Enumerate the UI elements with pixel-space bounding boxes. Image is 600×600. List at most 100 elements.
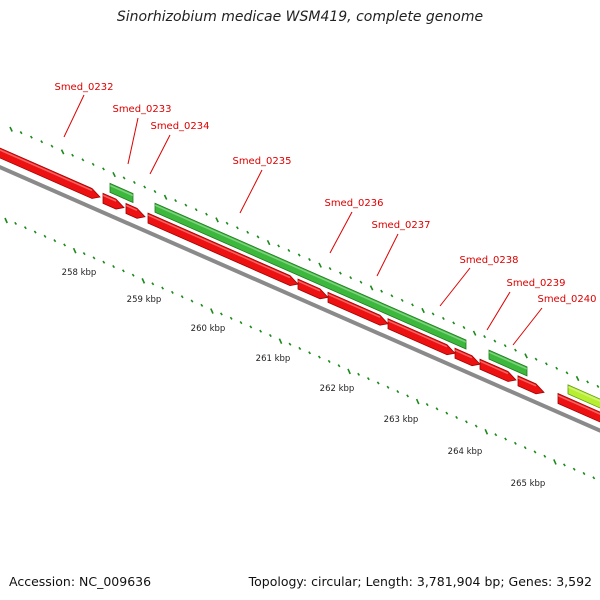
kbp-label: 262 kbp <box>320 384 355 394</box>
scale-tick <box>401 299 403 301</box>
scale-tick <box>348 369 350 374</box>
scale-tick <box>34 231 36 233</box>
scale-tick <box>172 291 174 293</box>
scale-tick <box>165 195 167 200</box>
scale-tick <box>288 249 290 251</box>
scale-tick <box>309 258 311 260</box>
gene-smed_0234[interactable] <box>126 203 145 218</box>
scale-tick <box>597 385 599 387</box>
scale-tick <box>195 209 197 211</box>
kbp-label: 265 kbp <box>511 479 546 489</box>
gene-smed_0234-shape[interactable] <box>126 203 145 218</box>
scale-tick <box>494 340 496 342</box>
genome-backbone <box>0 165 600 435</box>
scale-tick <box>103 261 105 263</box>
gene-label-text: Smed_0232 <box>54 82 113 93</box>
scale-tick <box>338 365 340 367</box>
scale-tick <box>515 442 517 444</box>
leader-line <box>440 268 470 306</box>
gene-label-smed_0235[interactable]: Smed_0235 <box>232 156 291 213</box>
gene-smed_0238b[interactable] <box>455 348 480 365</box>
scale-tick <box>504 345 506 347</box>
scale-tick <box>524 447 526 449</box>
gene-label-smed_0240[interactable]: Smed_0240 <box>513 294 597 345</box>
scale-tick <box>226 222 228 224</box>
gene-smed_0240-shape[interactable] <box>518 376 544 394</box>
scale-tick <box>142 278 144 283</box>
scale-tick <box>268 240 270 245</box>
gene-label-text: Smed_0234 <box>150 121 209 132</box>
gene-smed_0240[interactable] <box>518 376 544 394</box>
scale-tick <box>132 274 134 276</box>
scale-tick <box>25 227 27 229</box>
gene-label-text: Smed_0238 <box>459 255 518 266</box>
kbp-label: 260 kbp <box>191 324 226 334</box>
scale-tick <box>474 331 476 336</box>
scale-tick <box>237 227 239 229</box>
accession-label: Accession: NC_009636 <box>9 574 151 589</box>
scale-tick <box>463 326 465 328</box>
scale-tick <box>495 434 497 436</box>
scale-tick <box>62 150 64 155</box>
gene-smed_0234-body[interactable] <box>148 213 298 285</box>
scale-tick <box>44 235 46 237</box>
scale-tick <box>64 244 66 246</box>
scale-tick <box>446 412 448 414</box>
scale-tick <box>181 296 183 298</box>
scale-tick <box>15 222 17 224</box>
scale-tick <box>123 270 125 272</box>
scale-tick <box>72 154 74 156</box>
scale-tick <box>587 381 589 383</box>
scale-tick <box>515 349 517 351</box>
scale-tick <box>250 326 252 328</box>
scale-tick <box>564 464 566 466</box>
scale-tick <box>175 200 177 202</box>
gene-label-smed_0234[interactable]: Smed_0234 <box>150 121 210 174</box>
scale-tick <box>426 403 428 405</box>
gene-label-smed_0233[interactable]: Smed_0233 <box>112 104 171 164</box>
scale-tick <box>279 339 281 344</box>
scale-tick <box>466 421 468 423</box>
backbone-line <box>0 165 600 435</box>
gene-label-text: Smed_0237 <box>371 220 430 231</box>
scale-tick <box>5 218 7 223</box>
scale-tick <box>329 267 331 269</box>
gene-label-text: Smed_0233 <box>112 104 171 115</box>
scale-tick <box>298 254 300 256</box>
scale-tick <box>350 277 352 279</box>
scale-tick <box>152 283 154 285</box>
scale-tick <box>113 265 115 267</box>
scale-tick <box>309 352 311 354</box>
scale-tick <box>123 177 125 179</box>
scale-tick <box>240 321 242 323</box>
gene-label-smed_0232[interactable]: Smed_0232 <box>54 82 113 137</box>
scale-tick <box>74 248 76 253</box>
scale-tick <box>556 367 558 369</box>
scale-tick <box>358 373 360 375</box>
scale-tick <box>211 309 213 314</box>
scale-tick <box>230 317 232 319</box>
scale-tick <box>319 263 321 268</box>
scale-tick <box>505 438 507 440</box>
scale-tick <box>278 245 280 247</box>
scale-tick <box>546 363 548 365</box>
scale-tick <box>593 477 595 479</box>
gene-smed_0238b-shape[interactable] <box>455 348 480 365</box>
scale-tick <box>412 304 414 306</box>
scale-tick <box>453 322 455 324</box>
scale-tick <box>432 313 434 315</box>
leader-line <box>513 308 542 345</box>
gene-label-text: Smed_0240 <box>537 294 596 305</box>
scale-tick <box>319 356 321 358</box>
scale-tick <box>31 136 33 138</box>
gene-smed_0234-body-shape[interactable] <box>148 213 298 285</box>
scale-tick <box>484 335 486 337</box>
scale-tick <box>573 468 575 470</box>
kbp-label: 263 kbp <box>384 415 419 425</box>
gene-label-text: Smed_0239 <box>506 278 565 289</box>
gene-label-smed_0237[interactable]: Smed_0237 <box>371 220 430 276</box>
scale-tick <box>41 141 43 143</box>
scale-tick <box>191 300 193 302</box>
scale-tick <box>371 286 373 291</box>
scale-tick <box>247 231 249 233</box>
